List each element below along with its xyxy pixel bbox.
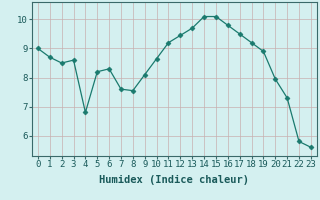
X-axis label: Humidex (Indice chaleur): Humidex (Indice chaleur) (100, 175, 249, 185)
